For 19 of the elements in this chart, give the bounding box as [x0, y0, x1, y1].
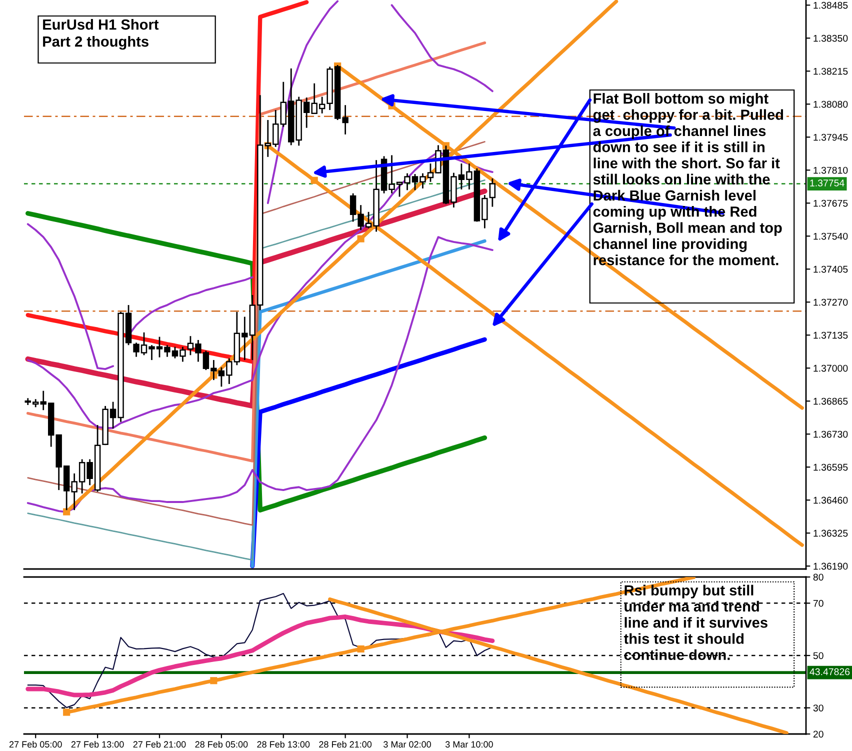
x-tick-label: 27 Feb 05:00 — [9, 740, 62, 748]
x-tick-label: 28 Feb 05:00 — [195, 740, 248, 748]
x-tick-label: 28 Feb 13:00 — [257, 740, 310, 748]
x-tick-label: 27 Feb 21:00 — [133, 740, 186, 748]
point — [63, 708, 70, 716]
y-tick-label: 80 — [813, 574, 824, 581]
y-tick-label: 20 — [813, 730, 824, 738]
x-tick-label: 28 Feb 21:00 — [319, 740, 372, 748]
point — [210, 677, 218, 684]
x-tick-label: 27 Feb 13:00 — [71, 740, 124, 748]
x-tick-label: 3 Mar 10:00 — [445, 741, 493, 748]
y-tick-label: 30 — [813, 704, 824, 712]
point — [357, 645, 364, 652]
x-tick-label: 3 Mar 02:00 — [384, 741, 431, 748]
y-tick-label: 50 — [813, 652, 824, 660]
line-series — [26, 614, 495, 698]
ref-line-label: 43.47826 — [810, 668, 850, 676]
y-tick-label: 1.38485 — [814, 2, 848, 9]
y-tick-label: 70 — [813, 600, 824, 607]
